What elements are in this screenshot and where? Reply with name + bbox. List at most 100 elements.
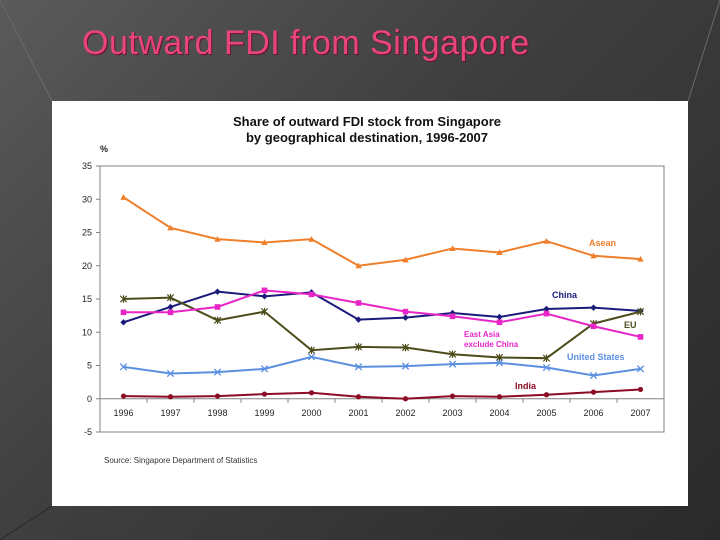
data-point-asean: [449, 245, 456, 252]
data-point-china: [496, 313, 503, 321]
x-tick-label: 2003: [442, 408, 462, 418]
x-tick-label: 2004: [489, 408, 509, 418]
line-chart: Share of outward FDI stock from Singapor…: [82, 114, 665, 465]
data-point-united-states: [166, 369, 175, 378]
series-label-eu: EU: [624, 320, 637, 330]
data-point-asean: [590, 252, 597, 259]
series-line-india: [123, 388, 641, 400]
x-tick-label: 1997: [160, 408, 180, 418]
data-point-india: [308, 390, 315, 396]
data-point-united-states: [495, 359, 504, 367]
data-point-india: [449, 393, 456, 399]
data-point-eu: [166, 293, 175, 302]
data-point-united-states: [401, 362, 410, 370]
data-point-india: [355, 394, 362, 400]
series-label-east-asia-exclude-china-line2: exclude China: [464, 340, 519, 349]
data-point-united-states: [119, 363, 128, 371]
data-point-united-states: [589, 371, 598, 380]
data-point-east-asia-exclude-china: [590, 323, 597, 330]
data-point-asean: [120, 194, 127, 200]
data-point-east-asia-exclude-china: [496, 319, 503, 326]
y-tick-label: 25: [82, 228, 92, 238]
y-axis-unit-label: %: [100, 144, 108, 154]
data-point-east-asia-exclude-china: [637, 334, 644, 340]
data-point-asean: [402, 256, 409, 263]
data-point-eu: [542, 354, 551, 362]
data-point-china: [543, 305, 550, 313]
data-point-china: [590, 304, 597, 311]
data-point-eu: [119, 295, 128, 303]
data-point-china: [261, 293, 268, 300]
x-tick-label: 2001: [348, 408, 368, 418]
data-point-china: [120, 319, 127, 326]
data-point-east-asia-exclude-china: [543, 310, 550, 317]
data-point-india: [590, 389, 597, 395]
data-point-east-asia-exclude-china: [355, 300, 362, 306]
data-point-united-states: [213, 368, 222, 376]
y-tick-label: 10: [82, 327, 92, 337]
data-point-eu: [213, 316, 222, 324]
data-point-asean: [308, 235, 315, 242]
data-point-united-states: [260, 365, 269, 373]
x-tick-label: 1999: [254, 408, 274, 418]
data-point-united-states: [307, 353, 316, 361]
x-tick-label: 2005: [536, 408, 556, 418]
data-point-asean: [261, 239, 268, 246]
data-point-eu: [354, 343, 363, 351]
data-point-east-asia-exclude-china: [449, 313, 456, 320]
series-label-united-states: United States: [567, 352, 625, 362]
data-point-eu: [448, 350, 457, 358]
data-point-east-asia-exclude-china: [261, 287, 268, 294]
x-tick-label: 2006: [583, 408, 603, 418]
series-label-india: India: [515, 381, 537, 391]
y-tick-label: 20: [82, 261, 92, 271]
data-point-eu: [401, 343, 410, 352]
data-point-india: [261, 391, 268, 397]
data-point-east-asia-exclude-china: [167, 309, 174, 316]
data-point-united-states: [354, 363, 363, 371]
chart-title-line2: by geographical destination, 1996-2007: [246, 130, 488, 145]
chart-panel: Share of outward FDI stock from Singapor…: [52, 101, 688, 506]
series-line-united-states: [123, 355, 641, 377]
data-point-united-states: [448, 360, 457, 368]
data-point-india: [637, 386, 644, 393]
source-note: Source: Singapore Department of Statisti…: [104, 456, 257, 465]
x-tick-label: 2007: [630, 408, 650, 418]
y-tick-label: 5: [87, 361, 92, 371]
data-point-east-asia-exclude-china: [402, 308, 409, 315]
x-tick-label: 1998: [207, 408, 227, 418]
data-point-india: [496, 394, 503, 400]
y-tick-label: -5: [84, 427, 92, 437]
y-tick-label: 35: [82, 161, 92, 171]
series-line-china: [123, 290, 641, 324]
data-point-united-states: [542, 363, 551, 372]
data-point-asean: [543, 237, 550, 244]
data-point-east-asia-exclude-china: [308, 291, 315, 298]
x-tick-label: 2002: [395, 408, 415, 418]
series-line-asean: [122, 196, 641, 267]
data-point-eu: [307, 346, 316, 354]
series-label-east-asia-exclude-china-line1: East Asia: [464, 330, 500, 339]
data-point-eu: [495, 353, 504, 362]
slide-title: Outward FDI from Singapore: [82, 24, 530, 62]
plot-area: -5 0 5 10 15 20 25 30 35 1996 1997 1998 1999 2000 2001…: [82, 161, 665, 437]
data-point-asean: [167, 224, 174, 231]
data-point-india: [120, 393, 127, 399]
series-label-asean: Asean: [589, 238, 616, 248]
data-point-asean: [637, 255, 644, 262]
data-point-united-states: [636, 365, 645, 373]
data-point-eu: [636, 307, 645, 316]
data-point-asean: [496, 249, 503, 256]
y-tick-label: 15: [82, 294, 92, 304]
data-point-asean: [214, 235, 221, 242]
data-point-china: [402, 314, 409, 321]
data-point-china: [355, 316, 362, 323]
data-point-india: [402, 396, 409, 402]
x-tick-label: 2000: [301, 408, 321, 418]
y-tick-label: 0: [87, 394, 92, 404]
y-tick-label: 30: [82, 194, 92, 204]
data-point-india: [214, 393, 221, 399]
data-point-china: [214, 288, 221, 295]
data-point-india: [167, 394, 174, 400]
data-point-eu: [260, 307, 269, 316]
